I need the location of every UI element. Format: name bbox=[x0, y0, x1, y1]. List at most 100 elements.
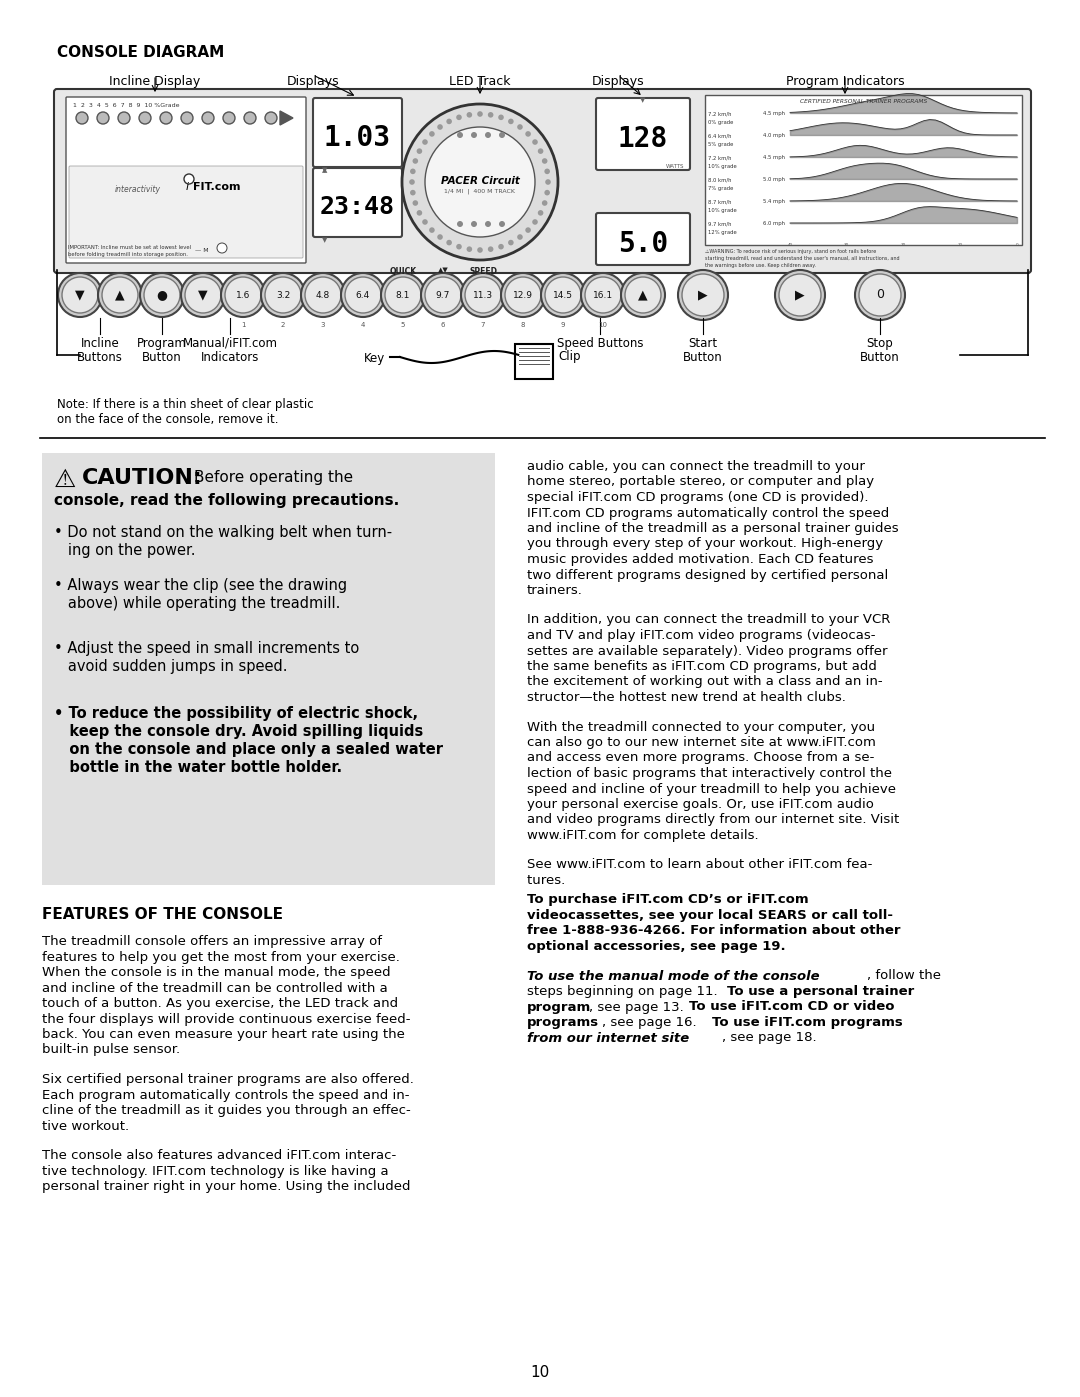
Text: When the console is in the manual mode, the speed: When the console is in the manual mode, … bbox=[42, 965, 391, 979]
Text: ▶: ▶ bbox=[698, 289, 707, 302]
Text: can also go to our new internet site at www.iFIT.com: can also go to our new internet site at … bbox=[527, 736, 876, 749]
Circle shape bbox=[160, 112, 172, 124]
Circle shape bbox=[517, 235, 523, 240]
Circle shape bbox=[499, 221, 505, 226]
Circle shape bbox=[265, 277, 301, 313]
Circle shape bbox=[508, 119, 514, 124]
Circle shape bbox=[217, 243, 227, 253]
Circle shape bbox=[471, 131, 477, 138]
Circle shape bbox=[181, 272, 225, 317]
Text: • Always wear the clip (see the drawing: • Always wear the clip (see the drawing bbox=[54, 578, 347, 592]
Text: The console also features advanced iFIT.com interac-: The console also features advanced iFIT.… bbox=[42, 1148, 396, 1162]
FancyBboxPatch shape bbox=[596, 98, 690, 170]
FancyBboxPatch shape bbox=[705, 95, 1022, 244]
Text: from our internet site: from our internet site bbox=[527, 1031, 689, 1045]
Text: 30: 30 bbox=[845, 243, 849, 247]
Text: 1: 1 bbox=[241, 321, 245, 328]
Text: and TV and play iFIT.com video programs (videocas-: and TV and play iFIT.com video programs … bbox=[527, 629, 876, 643]
Circle shape bbox=[140, 272, 184, 317]
Text: 8.1: 8.1 bbox=[395, 291, 410, 299]
Text: FEATURES OF THE CONSOLE: FEATURES OF THE CONSOLE bbox=[42, 907, 283, 922]
Text: , see page 16.: , see page 16. bbox=[602, 1016, 701, 1030]
Text: 11.3: 11.3 bbox=[473, 291, 494, 299]
Bar bbox=[515, 344, 553, 379]
Circle shape bbox=[409, 179, 415, 184]
Text: 6.4: 6.4 bbox=[356, 291, 370, 299]
Circle shape bbox=[461, 272, 505, 317]
Text: Indicators: Indicators bbox=[201, 351, 259, 365]
Text: personal trainer right in your home. Using the included: personal trainer right in your home. Usi… bbox=[42, 1180, 410, 1193]
Text: With the treadmill connected to your computer, you: With the treadmill connected to your com… bbox=[527, 721, 875, 733]
Text: Incline Display: Incline Display bbox=[109, 75, 201, 88]
Text: ing on the power.: ing on the power. bbox=[54, 543, 195, 557]
Text: back. You can even measure your heart rate using the: back. You can even measure your heart ra… bbox=[42, 1028, 405, 1041]
Circle shape bbox=[538, 210, 543, 215]
Text: Incline: Incline bbox=[81, 337, 120, 351]
Circle shape bbox=[426, 127, 535, 237]
Circle shape bbox=[301, 272, 345, 317]
Text: 12% grade: 12% grade bbox=[708, 231, 737, 235]
Text: free 1-888-936-4266. For information about other: free 1-888-936-4266. For information abo… bbox=[527, 925, 901, 937]
Circle shape bbox=[485, 221, 491, 226]
Text: 10: 10 bbox=[598, 321, 607, 328]
Circle shape bbox=[477, 247, 483, 253]
Text: 3.2: 3.2 bbox=[275, 291, 291, 299]
Text: , follow the: , follow the bbox=[867, 970, 941, 982]
Text: , see page 13.: , see page 13. bbox=[589, 1000, 688, 1013]
Text: 10% grade: 10% grade bbox=[708, 163, 737, 169]
Text: ▲: ▲ bbox=[116, 289, 125, 302]
Text: and incline of the treadmill can be controlled with a: and incline of the treadmill can be cont… bbox=[42, 982, 388, 995]
Text: 4.5 mph: 4.5 mph bbox=[762, 110, 785, 116]
FancyBboxPatch shape bbox=[596, 212, 690, 265]
Text: 9.7 km/h: 9.7 km/h bbox=[708, 221, 731, 226]
Circle shape bbox=[402, 103, 558, 260]
Circle shape bbox=[144, 277, 180, 313]
Circle shape bbox=[437, 235, 443, 240]
Circle shape bbox=[678, 270, 728, 320]
Text: Displays: Displays bbox=[286, 75, 339, 88]
Text: 5.4 mph: 5.4 mph bbox=[762, 198, 785, 204]
Text: 12.9: 12.9 bbox=[513, 291, 534, 299]
Circle shape bbox=[426, 277, 461, 313]
Text: • Adjust the speed in small increments to: • Adjust the speed in small increments t… bbox=[54, 641, 360, 657]
Circle shape bbox=[421, 272, 465, 317]
Circle shape bbox=[221, 272, 265, 317]
Circle shape bbox=[225, 277, 261, 313]
Text: QUICK: QUICK bbox=[390, 267, 417, 277]
Circle shape bbox=[181, 112, 193, 124]
Circle shape bbox=[532, 219, 538, 225]
Circle shape bbox=[542, 200, 548, 205]
Circle shape bbox=[544, 169, 550, 175]
Text: Six certified personal trainer programs are also offered.: Six certified personal trainer programs … bbox=[42, 1073, 414, 1085]
Text: and incline of the treadmill as a personal trainer guides: and incline of the treadmill as a person… bbox=[527, 522, 899, 535]
Circle shape bbox=[422, 140, 428, 145]
Text: 4.8: 4.8 bbox=[315, 291, 330, 299]
Text: 3: 3 bbox=[321, 321, 325, 328]
FancyBboxPatch shape bbox=[69, 166, 303, 258]
Text: 8.7 km/h: 8.7 km/h bbox=[708, 198, 731, 204]
Circle shape bbox=[422, 219, 428, 225]
Text: 7% grade: 7% grade bbox=[708, 186, 733, 191]
Text: 7: 7 bbox=[481, 321, 485, 328]
Circle shape bbox=[456, 244, 462, 250]
Text: 7.2 km/h: 7.2 km/h bbox=[708, 110, 731, 116]
Text: IMPORTANT: Incline must be set at lowest level: IMPORTANT: Incline must be set at lowest… bbox=[68, 244, 191, 250]
Circle shape bbox=[525, 131, 531, 137]
Circle shape bbox=[477, 112, 483, 117]
Text: ▼: ▼ bbox=[322, 168, 327, 173]
Text: CONSOLE DIAGRAM: CONSOLE DIAGRAM bbox=[57, 45, 225, 60]
Circle shape bbox=[467, 246, 472, 251]
Text: tive technology. IFIT.com technology is like having a: tive technology. IFIT.com technology is … bbox=[42, 1165, 389, 1178]
Circle shape bbox=[76, 112, 87, 124]
Circle shape bbox=[545, 179, 551, 184]
Text: 0: 0 bbox=[876, 289, 885, 302]
Circle shape bbox=[585, 277, 621, 313]
Text: optional accessories, see page 19.: optional accessories, see page 19. bbox=[527, 940, 785, 953]
Text: , see page 18.: , see page 18. bbox=[723, 1031, 816, 1045]
Circle shape bbox=[381, 272, 426, 317]
Text: 5.0: 5.0 bbox=[618, 231, 669, 258]
Text: touch of a button. As you exercise, the LED track and: touch of a button. As you exercise, the … bbox=[42, 997, 399, 1010]
Text: — M: — M bbox=[195, 249, 208, 253]
Circle shape bbox=[501, 272, 545, 317]
Text: steps beginning on page 11.: steps beginning on page 11. bbox=[527, 985, 721, 997]
